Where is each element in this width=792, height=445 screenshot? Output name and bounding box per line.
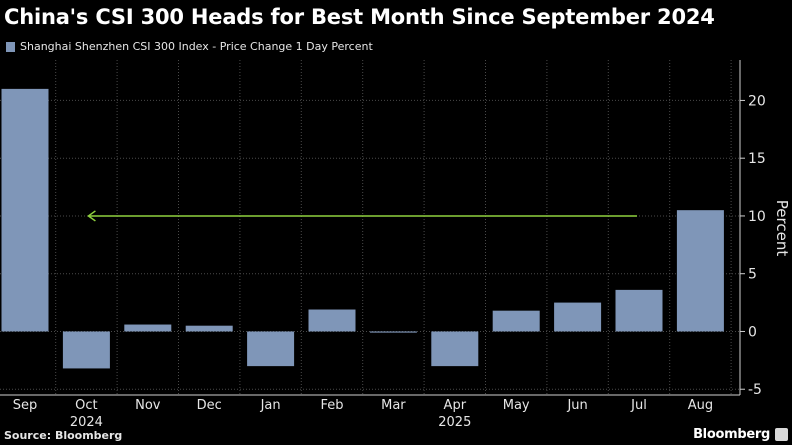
- x-tick-label: Oct: [75, 398, 97, 413]
- x-tick-label: May: [503, 398, 530, 413]
- x-tick-label: Sep: [13, 398, 38, 413]
- chart-title: China's CSI 300 Heads for Best Month Sin…: [4, 5, 715, 29]
- x-tick-label: Dec: [197, 398, 222, 413]
- bar-aug: [676, 210, 724, 332]
- legend-label: Shanghai Shenzhen CSI 300 Index - Price …: [20, 40, 373, 53]
- bar-dec: [185, 325, 233, 332]
- bloomberg-terminal-icon: [775, 428, 788, 441]
- x-tick-label: Mar: [381, 398, 406, 413]
- y-axis-label: Percent: [773, 200, 791, 257]
- y-tick-label: 0: [748, 324, 757, 340]
- bar-jan: [247, 331, 295, 367]
- x-tick-label: Jun: [566, 398, 587, 413]
- y-tick-label: -5: [748, 382, 762, 398]
- year-label: 2024: [70, 415, 103, 430]
- y-tick-label: 20: [748, 93, 766, 109]
- x-tick-label: Nov: [135, 398, 161, 413]
- x-tick-label: Apr: [444, 398, 467, 413]
- year-label: 2025: [438, 415, 471, 430]
- x-tick-label: Jul: [630, 398, 647, 413]
- bar-feb: [308, 309, 356, 332]
- y-tick-label: 10: [748, 209, 766, 225]
- bar-nov: [124, 324, 172, 332]
- brand-logo: Bloomberg: [693, 427, 770, 442]
- y-tick-label: 5: [748, 267, 757, 283]
- x-tick-label: Feb: [320, 398, 343, 413]
- source-label: Source: Bloomberg: [4, 429, 123, 442]
- annotation-arrowhead: [87, 210, 96, 222]
- bar-may: [492, 310, 540, 332]
- x-tick-label: Aug: [688, 398, 713, 413]
- x-tick-label: Jan: [260, 398, 281, 413]
- bar-mar: [369, 331, 417, 333]
- bar-sep: [1, 88, 49, 332]
- y-tick-label: 15: [748, 151, 766, 167]
- bar-apr: [431, 331, 479, 367]
- bar-oct: [62, 331, 110, 369]
- bar-jul: [615, 289, 663, 332]
- legend: Shanghai Shenzhen CSI 300 Index - Price …: [6, 40, 373, 53]
- bar-jun: [554, 302, 602, 332]
- legend-swatch: [6, 41, 15, 52]
